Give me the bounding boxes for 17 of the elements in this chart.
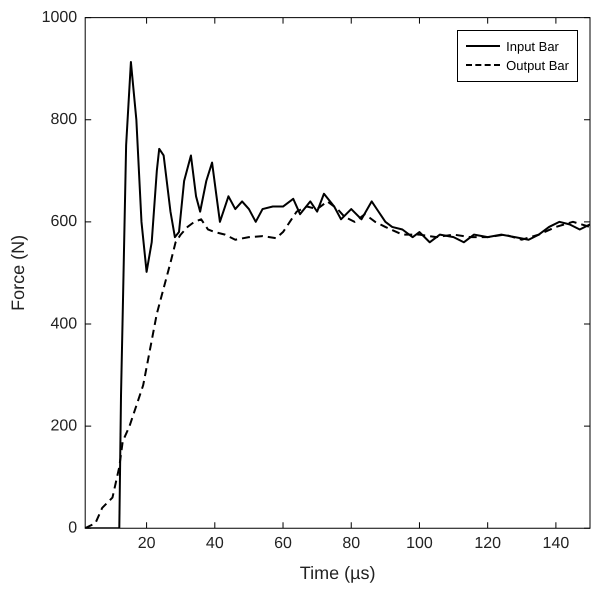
y-tick-label: 800 (50, 111, 78, 128)
y-tick-label: 0 (68, 520, 78, 537)
x-tick-label: 60 (274, 535, 292, 552)
legend-label: Output Bar (506, 58, 569, 73)
y-tick-label: 1000 (42, 9, 78, 26)
x-tick-label: 20 (138, 535, 156, 552)
y-tick-label: 600 (50, 213, 78, 230)
x-tick-label: 120 (474, 535, 502, 552)
x-axis-title: Time (µs) (300, 563, 376, 584)
x-tick-label: 80 (342, 535, 360, 552)
x-tick-label: 40 (206, 535, 224, 552)
legend-label: Input Bar (506, 38, 559, 54)
y-axis-title: Force (N) (8, 234, 28, 311)
x-tick-label: 140 (542, 535, 570, 552)
y-tick-label: 400 (50, 315, 78, 332)
y-tick-label: 200 (50, 417, 78, 434)
x-tick-label: 100 (406, 535, 433, 552)
